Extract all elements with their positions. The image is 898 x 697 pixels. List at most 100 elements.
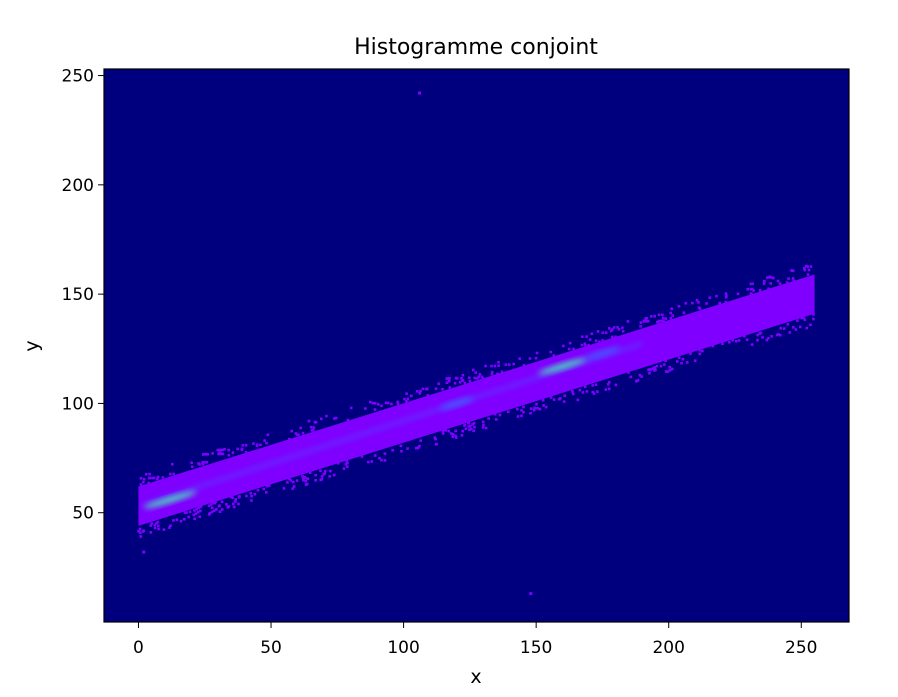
fringe-point	[542, 404, 545, 407]
x-tick-label: 200	[652, 638, 684, 658]
fringe-point	[171, 462, 174, 466]
fringe-point	[596, 390, 599, 393]
fringe-point	[745, 338, 749, 342]
fringe-point	[201, 453, 205, 456]
fringe-point	[614, 335, 617, 339]
fringe-point	[650, 315, 653, 318]
fringe-point	[648, 368, 651, 371]
fringe-point	[711, 344, 715, 348]
fringe-point	[212, 509, 216, 512]
fringe-point	[654, 368, 657, 372]
fringe-point	[668, 368, 672, 372]
fringe-point	[591, 390, 595, 394]
fringe-point	[528, 357, 532, 360]
fringe-point	[572, 347, 575, 351]
fringe-point	[444, 429, 448, 432]
fringe-point	[194, 512, 198, 515]
fringe-point	[196, 511, 200, 514]
fringe-point	[471, 423, 474, 426]
fringe-point	[752, 289, 755, 292]
fringe-point	[698, 352, 702, 356]
fringe-point	[183, 511, 187, 514]
fringe-point	[661, 313, 664, 317]
fringe-point	[467, 376, 471, 380]
fringe-point	[718, 301, 722, 305]
fringe-point	[447, 429, 451, 433]
fringe-point	[520, 409, 523, 412]
fringe-point	[584, 343, 587, 347]
fringe-point	[541, 399, 545, 402]
fringe-point	[289, 479, 292, 482]
fringe-point	[266, 433, 270, 437]
fringe-point	[684, 301, 688, 305]
fringe-point	[434, 387, 438, 390]
fringe-point	[366, 460, 370, 464]
fringe-point	[516, 415, 520, 418]
fringe-point	[238, 495, 241, 498]
fringe-point	[552, 398, 556, 401]
fringe-point	[639, 321, 643, 324]
fringe-point	[400, 449, 403, 453]
hotspot-1	[538, 358, 588, 375]
fringe-point	[201, 461, 204, 464]
fringe-point	[614, 383, 618, 387]
fringe-point	[472, 429, 475, 433]
fringe-point	[138, 527, 142, 531]
fringe-point	[791, 269, 795, 273]
fringe-point	[734, 339, 738, 343]
fringe-point	[536, 406, 539, 410]
fringe-point	[544, 405, 548, 409]
fringe-point	[207, 504, 211, 508]
fringe-point	[373, 401, 377, 405]
fringe-point	[464, 427, 468, 431]
fringe-point	[148, 472, 151, 476]
fringe-point	[607, 381, 611, 384]
fringe-point	[153, 526, 157, 530]
fringe-point	[607, 387, 611, 391]
fringe-point	[549, 350, 553, 354]
fringe-point	[240, 448, 244, 452]
fringe-point	[319, 469, 322, 473]
fringe-point	[529, 407, 533, 410]
fringe-point	[685, 361, 689, 364]
fringe-point	[455, 436, 458, 439]
fringe-point	[406, 397, 410, 401]
fringe-point	[172, 472, 175, 476]
fringe-point	[301, 431, 305, 435]
fringe-point	[142, 529, 146, 532]
fringe-point	[301, 474, 304, 478]
fringe-point	[507, 363, 511, 366]
fringe-point	[804, 264, 808, 268]
fringe-point	[187, 515, 191, 519]
fringe-point	[682, 311, 686, 314]
fringe-point	[344, 463, 348, 466]
fringe-point	[532, 408, 536, 412]
fringe-point	[583, 342, 587, 346]
fringe-point	[809, 265, 813, 268]
fringe-point	[563, 394, 567, 398]
fringe-point	[204, 453, 207, 456]
fringe-point	[798, 325, 802, 329]
fringe-point	[334, 416, 338, 420]
fringe-point	[792, 325, 795, 329]
fringe-point	[796, 319, 799, 322]
fringe-point	[151, 476, 154, 480]
fringe-point	[183, 517, 186, 521]
fringe-point	[383, 452, 387, 455]
fringe-point	[231, 496, 234, 499]
fringe-point	[609, 329, 613, 333]
fringe-point	[214, 500, 217, 504]
fringe-point	[192, 513, 196, 517]
fringe-point	[346, 418, 350, 422]
fringe-point	[199, 509, 202, 513]
fringe-point	[802, 316, 805, 320]
fringe-point	[461, 429, 464, 433]
fringe-point	[778, 333, 782, 337]
density-ridge	[143, 342, 643, 506]
fringe-point	[206, 452, 209, 456]
y-tick-label: 100	[62, 394, 94, 414]
fringe-point	[493, 412, 497, 416]
fringe-point	[767, 287, 770, 291]
fringe-point	[487, 417, 490, 420]
